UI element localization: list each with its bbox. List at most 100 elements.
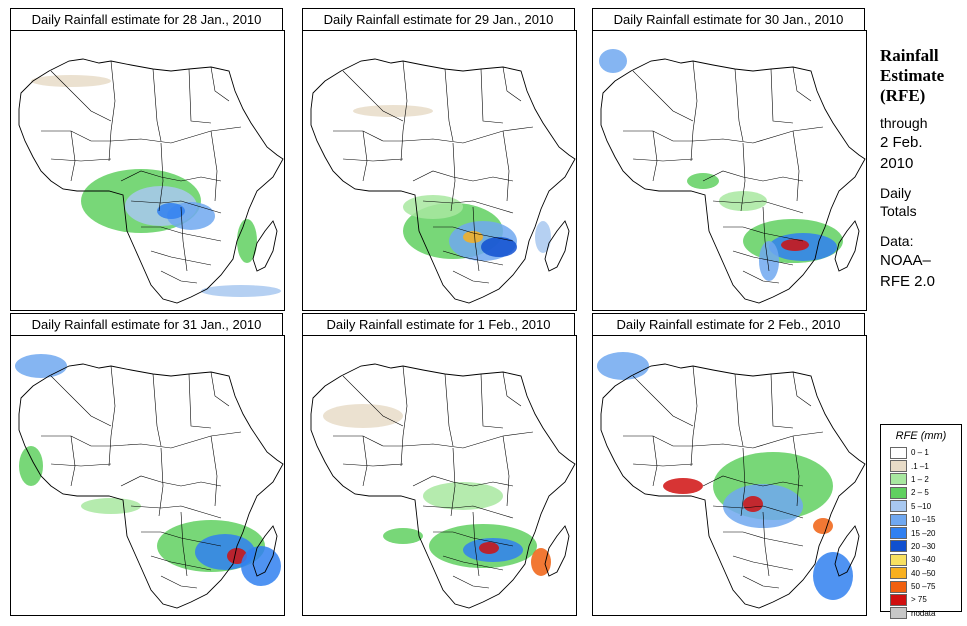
side-title-1: Rainfall (880, 46, 939, 65)
rainfall-patch (19, 446, 43, 486)
rainfall-patch (403, 195, 463, 219)
legend-label: 0 – 1 (911, 448, 929, 458)
rainfall-patch (31, 75, 111, 87)
rainfall-map (592, 335, 867, 616)
legend-item: > 75 (890, 593, 961, 606)
legend-label: 50 –75 (911, 582, 936, 592)
country-borders (333, 365, 534, 589)
legend-swatch (890, 553, 907, 566)
legend-swatch (890, 513, 907, 526)
legend-item: 5 –10 (890, 500, 961, 513)
legend-item: 1 – 2 (890, 473, 961, 486)
rainfall-patch (813, 518, 833, 534)
legend-label: 10 –15 (911, 515, 936, 525)
madagascar-outline (834, 220, 860, 272)
panel-title: Daily Rainfall estimate for 29 Jan., 201… (302, 8, 575, 32)
source-line-2: RFE 2.0 (880, 273, 936, 290)
rainfall-patch (743, 496, 763, 512)
madagascar-outline (834, 525, 860, 577)
panel-title: Daily Rainfall estimate for 30 Jan., 201… (592, 8, 865, 32)
legend-item: 15 –20 (890, 526, 961, 540)
rainfall-patch (353, 105, 433, 117)
africa-coastline (600, 363, 866, 609)
rainfall-patch (759, 241, 779, 281)
country-borders (41, 365, 242, 589)
legend-item: 0 – 1 (890, 446, 961, 459)
legend-item: nodata (890, 607, 961, 620)
legend-item: 40 –50 (890, 567, 961, 580)
madagascar-outline (544, 525, 570, 577)
rainfall-patch (323, 404, 403, 428)
rainfall-patch (157, 203, 185, 219)
map-panel-4: Daily Rainfall estimate for 31 Jan., 201… (10, 313, 285, 616)
legend-swatch (890, 486, 907, 499)
panel-title: Daily Rainfall estimate for 28 Jan., 201… (10, 8, 283, 32)
legend-label: 30 –40 (911, 555, 936, 565)
madagascar-outline (544, 220, 570, 272)
legend-swatch (890, 527, 907, 540)
map-panel-3: Daily Rainfall estimate for 30 Jan., 201… (592, 8, 867, 311)
data-label: Data: (880, 233, 914, 249)
map-panel-1: Daily Rainfall estimate for 28 Jan., 201… (10, 8, 285, 311)
rainfall-patch (481, 237, 517, 257)
africa-coastline (18, 58, 284, 304)
madagascar-outline (252, 220, 278, 272)
rainfall-layer (599, 49, 843, 281)
through-date-2: 2010 (880, 155, 914, 172)
country-borders (623, 365, 824, 589)
rainfall-map (302, 335, 577, 616)
panel-title: Daily Rainfall estimate for 1 Feb., 2010 (302, 313, 575, 337)
rainfall-patch (423, 482, 503, 510)
rainfall-patch (535, 221, 551, 253)
legend-swatch (890, 473, 907, 486)
legend-label: 2 – 5 (911, 488, 929, 498)
panel-title: Daily Rainfall estimate for 2 Feb., 2010 (592, 313, 865, 337)
rainfall-map (302, 30, 577, 311)
africa-coastline (310, 363, 576, 609)
rainfall-patch (599, 49, 627, 73)
legend-item: 2 – 5 (890, 486, 961, 499)
legend-swatch (890, 446, 907, 459)
legend-label: > 75 (911, 595, 927, 605)
africa-coastline (310, 58, 576, 304)
country-borders (623, 60, 824, 284)
legend-item: 10 –15 (890, 513, 961, 526)
rainfall-map (10, 335, 285, 616)
legend-swatch (890, 607, 907, 620)
legend-label: 5 –10 (911, 501, 932, 511)
legend-swatch (890, 500, 907, 513)
legend-label: .1 –1 (911, 461, 929, 471)
rainfall-map (10, 30, 285, 311)
legend-label: 20 –30 (911, 541, 936, 551)
side-title-2: Estimate (880, 66, 945, 85)
map-panel-5: Daily Rainfall estimate for 1 Feb., 2010 (302, 313, 577, 616)
daily-label: Daily (880, 185, 912, 201)
rainfall-patch (383, 528, 423, 544)
side-title-3: (RFE) (880, 86, 926, 105)
legend-swatch (890, 593, 907, 606)
through-date-1: 2 Feb. (880, 134, 923, 151)
rainfall-patch (479, 542, 499, 554)
madagascar-outline (252, 525, 278, 577)
rainfall-patch (15, 354, 67, 378)
side-info: Rainfall Estimate (RFE) through 2 Feb. 2… (880, 46, 964, 292)
rainfall-map (592, 30, 867, 311)
legend-item: .1 –1 (890, 459, 961, 473)
legend-swatch (890, 580, 907, 593)
rfe-legend: RFE (mm) 0 – 1 .1 –1 1 – 2 2 – 5 5 –10 10 –15… (880, 424, 962, 620)
through-label: through (880, 115, 928, 131)
legend-item: 20 –30 (890, 540, 961, 553)
rainfall-patch (663, 478, 703, 494)
rainfall-patch (201, 285, 281, 297)
rainfall-layer (353, 105, 551, 261)
legend-label: 15 –20 (911, 528, 936, 538)
legend-item: 30 –40 (890, 553, 961, 566)
legend-swatch (890, 460, 907, 473)
legend-swatch (890, 540, 907, 553)
country-borders (333, 60, 534, 284)
totals-label: Totals (880, 203, 917, 219)
rainfall-patch (81, 498, 141, 514)
legend-item: 50 –75 (890, 580, 961, 593)
map-panel-2: Daily Rainfall estimate for 29 Jan., 201… (302, 8, 577, 311)
country-borders (41, 60, 242, 284)
